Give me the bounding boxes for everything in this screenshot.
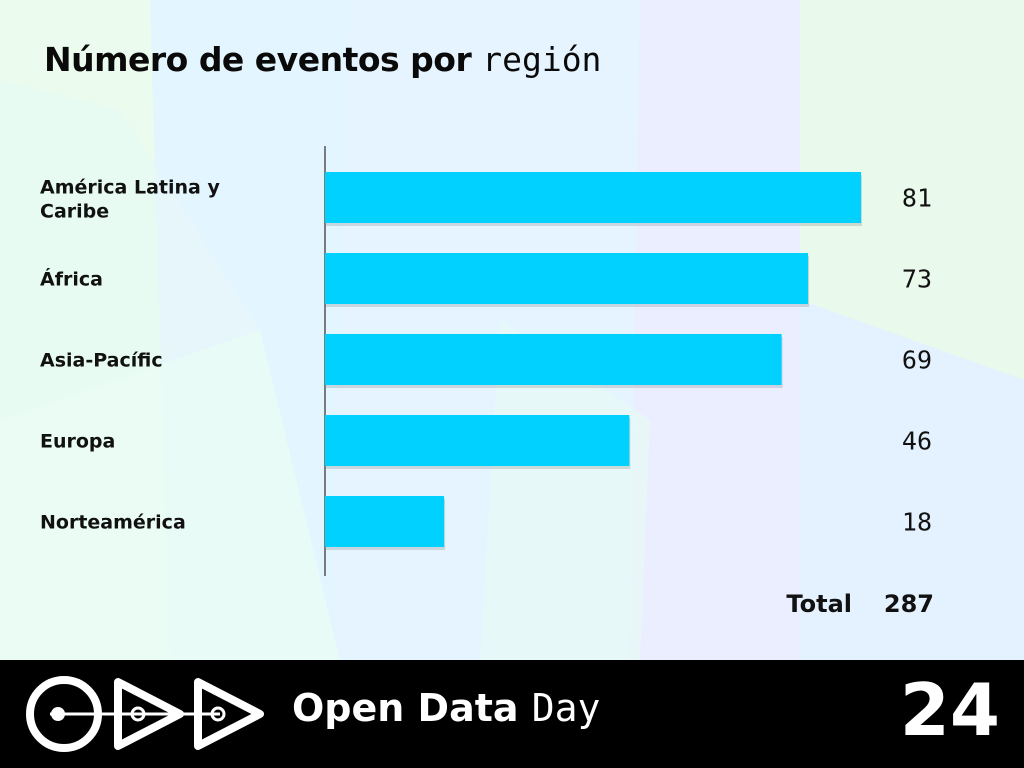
bar-0 xyxy=(325,172,861,223)
chart-title-main: Número de eventos por xyxy=(44,40,472,79)
brand-name-bold: Open Data xyxy=(292,686,519,730)
total-label: Total xyxy=(786,590,852,618)
chart-title: Número de eventos por región xyxy=(44,40,601,79)
total-value: 287 xyxy=(883,590,934,618)
category-label-1: África xyxy=(40,268,103,291)
brand-name-light: Day xyxy=(531,686,601,730)
value-label-4: 18 xyxy=(902,508,932,537)
category-label-2: Asia-Pacífic xyxy=(40,350,163,372)
value-label-3: 46 xyxy=(902,427,932,456)
chart-title-mono: región xyxy=(482,40,602,79)
bar-1 xyxy=(325,253,809,304)
bar-3 xyxy=(325,415,630,466)
category-label-4: Norteamérica xyxy=(40,512,186,534)
background-pattern xyxy=(0,0,1024,660)
value-label-0: 81 xyxy=(902,184,932,213)
value-label-2: 69 xyxy=(902,346,932,375)
brand-name: Open Data Day xyxy=(292,686,600,730)
bar-2 xyxy=(325,334,782,385)
bar-chart: América Latina y Caribe 81 África 73 Asia-Pac… xyxy=(40,146,932,576)
category-label-0: América Latina y Caribe xyxy=(40,177,220,223)
bar-4 xyxy=(325,496,445,547)
value-label-1: 73 xyxy=(902,265,932,294)
event-year: 24 xyxy=(899,668,1000,752)
category-label-3: Europa xyxy=(40,431,115,453)
odd-logo-icon xyxy=(26,676,264,752)
